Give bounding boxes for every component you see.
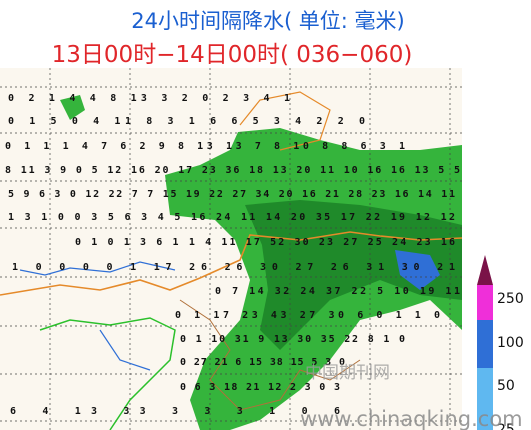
legend-label: 100 bbox=[497, 335, 524, 351]
watermark-site: 中国期刊网 bbox=[305, 363, 390, 383]
green-border bbox=[39, 317, 176, 430]
value-row: 0 1 0 1 3 6 1 1 4 11 17 52 30 23 27 25 2… bbox=[75, 237, 455, 248]
value-row: 8 11 3 9 0 5 12 16 20 17 23 36 18 13 20 … bbox=[5, 165, 460, 176]
rain-area-small bbox=[60, 95, 85, 120]
value-row: 5 9 6 3 0 12 22 7 7 15 19 22 27 34 20 16… bbox=[8, 189, 455, 200]
boundaries bbox=[0, 91, 463, 430]
legend-label: 25 bbox=[497, 422, 515, 430]
legend: 250 100 50 25 bbox=[477, 255, 524, 430]
value-row: 0 7 14 32 24 37 22 5 10 19 11 bbox=[215, 286, 460, 297]
legend-label: 50 bbox=[497, 378, 515, 394]
border bbox=[239, 91, 331, 151]
legend-swatch bbox=[477, 255, 493, 285]
rain-area-blue bbox=[395, 250, 440, 290]
legend-label: 250 bbox=[497, 291, 524, 307]
grid bbox=[0, 68, 462, 430]
rain-area-heavy bbox=[245, 200, 462, 350]
value-row: 0 27 21 6 15 38 15 5 3 0 bbox=[180, 357, 345, 368]
title: 24小时间隔降水( 单位: 毫米) bbox=[131, 9, 405, 33]
value-row: 0 6 3 18 21 12 2 3 0 3 bbox=[180, 382, 340, 393]
river bbox=[19, 261, 176, 371]
watermark-url: www.chinaqking.com bbox=[300, 407, 523, 430]
border bbox=[0, 231, 463, 296]
legend-swatch bbox=[477, 320, 493, 368]
legend-swatch bbox=[477, 285, 493, 320]
subtitle: 13日00时−14日00时( 036−060) bbox=[52, 42, 413, 68]
value-row: 6 4 13 33 3 3 3 1 0 6 bbox=[10, 406, 340, 417]
precip-areas bbox=[60, 95, 462, 430]
province-line bbox=[179, 299, 361, 411]
legend-swatch bbox=[477, 368, 493, 430]
value-row: 0 1 10 31 9 13 30 35 22 8 1 0 bbox=[180, 334, 405, 345]
